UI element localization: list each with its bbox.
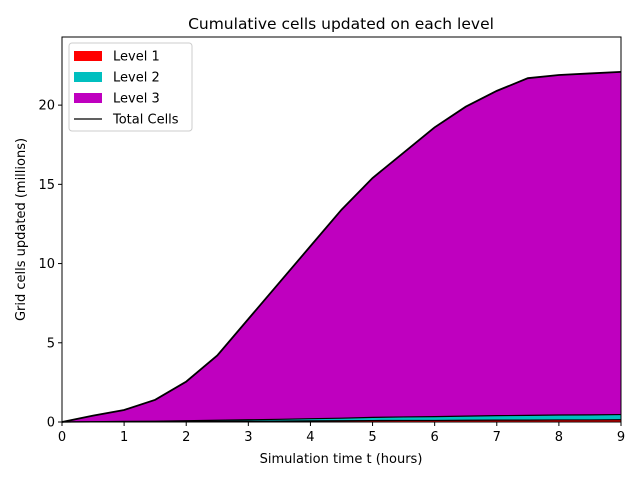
legend-swatch-level-3 — [74, 93, 102, 103]
y-tick-label: 0 — [47, 416, 55, 431]
legend-label-level-2: Level 2 — [113, 71, 160, 86]
y-axis: 0 5 10 15 20 — [38, 99, 62, 431]
x-axis-label: Simulation time t (hours) — [260, 452, 423, 467]
x-axis: 0 1 2 3 4 5 6 7 8 9 — [58, 422, 625, 445]
level-boundary-line-2 — [61, 413, 622, 423]
x-tick-label: 4 — [306, 430, 314, 445]
total-cells-line — [61, 70, 622, 423]
x-tick-label: 6 — [431, 430, 439, 445]
chart-title: Cumulative cells updated on each level — [188, 15, 494, 33]
x-tick-label: 8 — [555, 430, 563, 445]
x-tick-label: 7 — [493, 430, 501, 445]
area-level-3 — [62, 71, 621, 423]
y-tick-label: 5 — [47, 336, 55, 351]
y-tick-label: 20 — [38, 99, 55, 114]
plot-frame — [61, 36, 622, 423]
legend-swatch-level-1 — [74, 51, 102, 61]
legend: Level 1 Level 2 Level 3 Total Cells — [68, 42, 193, 132]
legend-box — [68, 42, 193, 132]
x-tick-label: 9 — [617, 430, 625, 445]
x-tick-label: 5 — [368, 430, 376, 445]
legend-label-total: Total Cells — [112, 113, 179, 128]
x-tick-label: 2 — [182, 430, 190, 445]
legend-label-level-1: Level 1 — [113, 50, 160, 65]
y-axis-label: Grid cells updated (millions) — [14, 138, 29, 321]
x-tick-label: 1 — [120, 430, 128, 445]
legend-label-level-3: Level 3 — [113, 92, 160, 107]
x-tick-label: 0 — [58, 430, 66, 445]
legend-swatch-level-2 — [74, 72, 102, 82]
x-tick-label: 3 — [244, 430, 252, 445]
y-tick-label: 10 — [38, 257, 55, 272]
y-tick-label: 15 — [38, 178, 55, 193]
